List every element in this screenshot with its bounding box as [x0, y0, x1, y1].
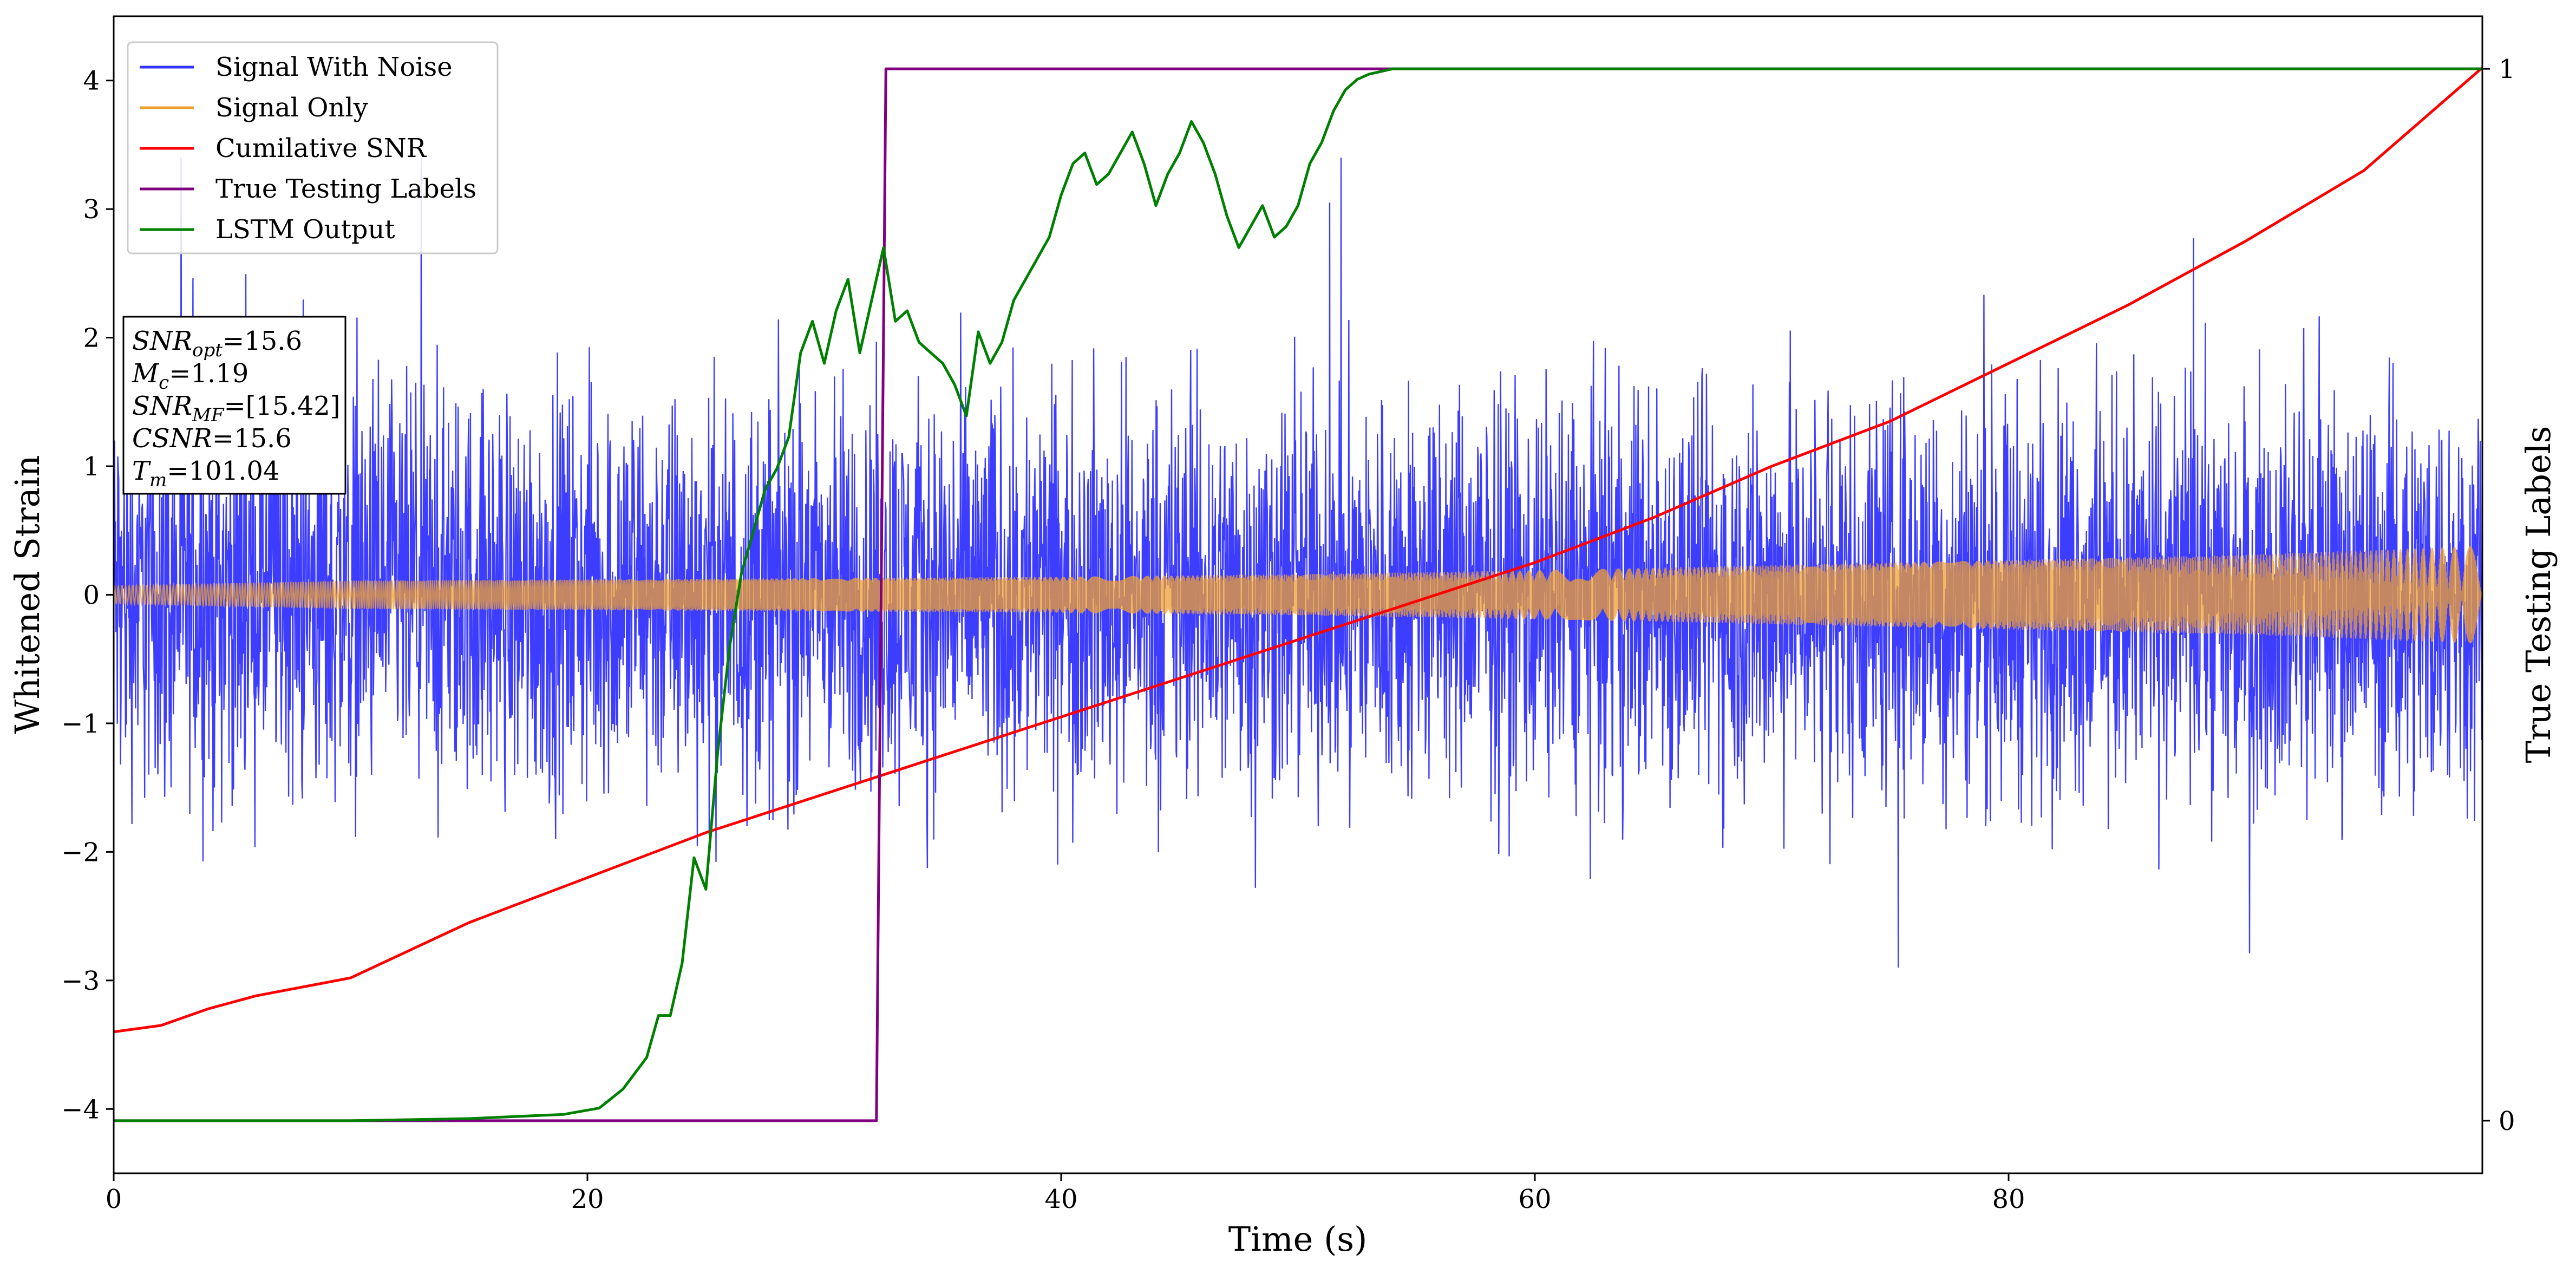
info-line: SNRopt=15.6	[132, 326, 302, 361]
lstm-output-line	[114, 67, 2482, 1122]
y2-axis-label: True Testing Labels	[2519, 426, 2558, 763]
x-tick-label: 80	[1992, 1184, 2025, 1214]
legend-item-cumilative-snr: Cumilative SNR	[140, 133, 427, 164]
x-axis-ticks: 0 20 40 60 80	[106, 1173, 2025, 1214]
plot-area	[114, 67, 2482, 1122]
x-axis-label: Time (s)	[1228, 1219, 1368, 1259]
y2-tick-label: 1	[2499, 54, 2515, 84]
legend-label: LSTM Output	[215, 214, 395, 245]
y-tick-label: −4	[61, 1094, 100, 1125]
legend-label: Signal Only	[215, 93, 368, 123]
legend-item-true-testing-labels: True Testing Labels	[140, 174, 476, 204]
y-tick-label: 1	[83, 452, 100, 482]
x-tick-label: 40	[1044, 1184, 1077, 1214]
y-axis-label: Whitened Strain	[8, 455, 47, 734]
y-tick-label: 2	[83, 323, 100, 354]
y-tick-label: 4	[83, 66, 100, 96]
x-tick-label: 20	[571, 1184, 604, 1214]
y-tick-label: −2	[61, 837, 100, 867]
y2-axis-ticks: 01	[2482, 54, 2515, 1136]
signal-only-line	[114, 546, 2482, 643]
legend-item-signal-with-noise: Signal With Noise	[140, 52, 453, 82]
info-line: CSNR=15.6	[132, 423, 292, 454]
info-line: Tm=101.04	[132, 456, 279, 491]
series-signal-with-noise	[114, 158, 2482, 968]
x-tick-label: 60	[1518, 1184, 1551, 1214]
legend-frame	[127, 41, 499, 254]
series-cumilative-snr	[114, 67, 2482, 1034]
legend-item-signal-only: Signal Only	[140, 93, 368, 123]
y-axis-ticks: −4 −3 −2 −1 0 1 2 3 4	[61, 66, 114, 1125]
legend: Signal With Noise Signal Only Cumilative S…	[127, 41, 499, 254]
y-tick-label: 0	[83, 580, 100, 611]
series-signal-only	[114, 546, 2482, 643]
x-tick-label: 0	[106, 1184, 122, 1214]
info-line: SNRMF=[15.42]	[132, 391, 341, 426]
info-box-frame	[122, 316, 346, 495]
signal-with-noise-line	[114, 158, 2482, 968]
legend-item-lstm-output: LSTM Output	[140, 214, 395, 245]
legend-label: True Testing Labels	[215, 174, 476, 204]
info-line: Mc=1.19	[132, 358, 249, 394]
y-tick-label: −1	[61, 709, 100, 739]
info-box: SNRopt=15.6Mc=1.19SNRMF=[15.42]CSNR=15.6…	[122, 316, 346, 495]
y-tick-label: 3	[83, 194, 100, 225]
y-tick-label: −3	[61, 966, 100, 996]
cumilative-snr-line	[114, 67, 2482, 1034]
series-lstm-output	[114, 67, 2482, 1122]
legend-label: Cumilative SNR	[215, 133, 427, 164]
y2-tick-label: 0	[2499, 1106, 2515, 1136]
legend-label: Signal With Noise	[215, 52, 453, 82]
